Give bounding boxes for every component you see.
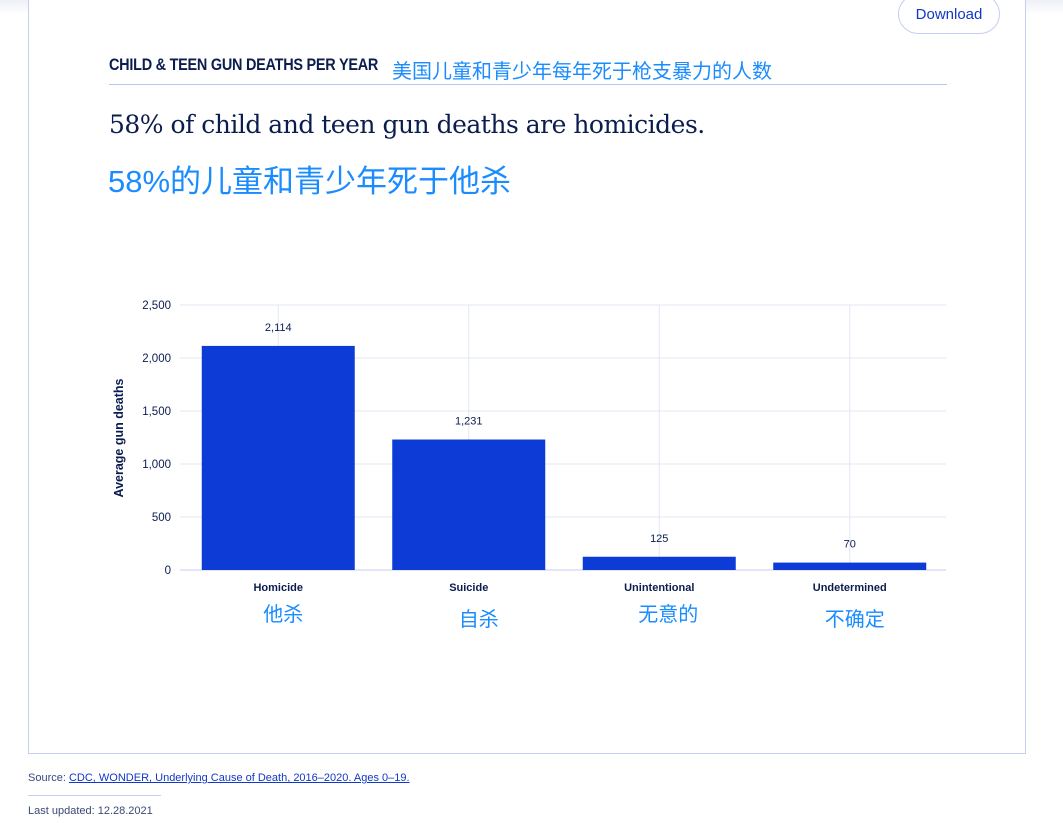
x-tick-label: Suicide xyxy=(449,582,488,594)
x-tick-label-zh: 无意的 xyxy=(638,602,698,626)
chart-kicker: CHILD & TEEN GUN DEATHS PER YEAR xyxy=(109,55,379,74)
x-tick-label-zh: 不确定 xyxy=(825,607,885,631)
data-label: 125 xyxy=(650,533,668,545)
source-prefix: Source: xyxy=(28,772,69,784)
y-tick-label: 2,500 xyxy=(142,300,171,312)
data-label: 1,231 xyxy=(455,416,483,428)
y-axis-label: Average gun deaths xyxy=(112,378,126,497)
bar-suicide[interactable] xyxy=(392,439,546,570)
source-link[interactable]: CDC, WONDER, Underlying Cause of Death, … xyxy=(68,772,410,784)
chart-card xyxy=(28,0,1026,754)
data-label: 2,114 xyxy=(265,322,292,334)
y-tick-label: 1,000 xyxy=(142,459,171,471)
bar-undetermined[interactable] xyxy=(773,562,927,570)
x-tick-label: Unintentional xyxy=(624,582,694,594)
divider xyxy=(109,84,947,85)
x-tick-label-zh: 自杀 xyxy=(459,607,499,631)
y-tick-label: 2,000 xyxy=(142,353,171,365)
y-tick-label: 0 xyxy=(165,565,171,577)
bar-homicide[interactable] xyxy=(201,345,355,570)
chart-kicker-zh: 美国儿童和青少年每年死于枪支暴力的人数 xyxy=(392,61,772,83)
x-tick-label: Undetermined xyxy=(813,582,887,594)
download-button[interactable]: Download xyxy=(898,0,1000,34)
source-note: Source: CDC, WONDER, Underlying Cause of… xyxy=(28,772,410,784)
y-tick-label: 500 xyxy=(152,512,171,524)
x-tick-label-zh: 他杀 xyxy=(263,602,303,626)
x-tick-label: Homicide xyxy=(253,582,303,594)
data-label: 70 xyxy=(844,539,856,551)
bar-unintentional[interactable] xyxy=(582,556,736,570)
last-updated: Last updated: 12.28.2021 xyxy=(28,805,153,817)
chart-title-zh: 58%的儿童和青少年死于他杀 xyxy=(108,164,512,199)
footer-divider xyxy=(28,795,161,796)
chart-title: 58% of child and teen gun deaths are hom… xyxy=(109,110,705,139)
y-tick-label: 1,500 xyxy=(142,406,171,418)
